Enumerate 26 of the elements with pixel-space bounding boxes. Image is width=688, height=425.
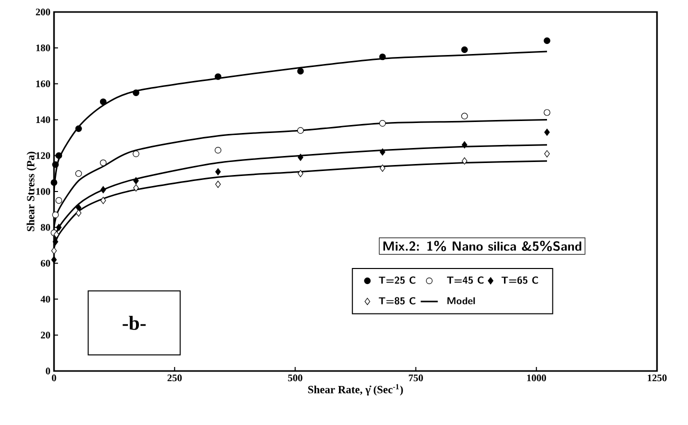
y-tick-label: 140 [36, 116, 50, 124]
y-tick-label: 100 [36, 188, 50, 195]
annotation: -b- [122, 316, 146, 330]
legend-label: T=85 C [378, 297, 416, 304]
y-tick-label: 160 [36, 80, 50, 88]
y-tick-label: 200 [36, 8, 50, 16]
x-tick-label: 1250 [648, 374, 667, 382]
x-axis-title: Shear Rate, γ̇ (Sec$^{-1}$) [308, 384, 403, 396]
y-tick-label: 120 [36, 152, 50, 159]
y-tick-label: 20 [40, 332, 50, 338]
x-tick-label: 1000 [527, 374, 546, 382]
x-tick-label: 750 [408, 374, 423, 382]
legend-label: T=45 C [446, 276, 484, 284]
legend-label: Model [447, 297, 475, 304]
y-tick-label: 180 [36, 44, 50, 52]
x-tick-label: 500 [288, 374, 302, 382]
x-tick-label: 250 [168, 374, 182, 382]
annotation: Mix.2: 1% Nano silica &5%Sand [383, 240, 582, 252]
y-tick-label: 0 [46, 368, 50, 374]
y-tick-label: 60 [40, 260, 50, 267]
x-tick-label: 0 [52, 374, 56, 382]
y-tick-label: 80 [40, 224, 50, 231]
y-tick-label: 40 [40, 296, 50, 303]
y-axis-title: Shear Stress (Pa) [26, 152, 37, 232]
legend-label: T=65 C [501, 276, 538, 284]
legend-label: T=25 C [378, 276, 416, 284]
